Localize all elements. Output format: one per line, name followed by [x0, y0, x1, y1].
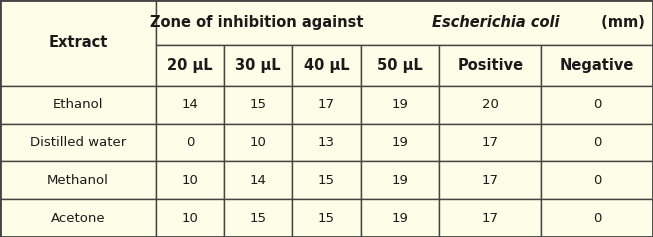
Text: 0: 0	[593, 98, 601, 111]
Text: 17: 17	[482, 174, 499, 187]
Bar	[155, 45, 224, 86]
Bar	[224, 199, 293, 237]
Bar	[541, 124, 653, 161]
Bar	[224, 86, 293, 124]
Bar	[293, 86, 360, 124]
Text: 13: 13	[318, 136, 335, 149]
Bar	[224, 124, 293, 161]
Text: 0: 0	[593, 174, 601, 187]
Text: 50 μL: 50 μL	[377, 58, 422, 73]
Bar	[155, 0, 653, 45]
Text: Extract: Extract	[48, 36, 108, 50]
Bar	[155, 86, 224, 124]
Bar	[224, 45, 293, 86]
Bar	[541, 199, 653, 237]
Text: Positive: Positive	[457, 58, 523, 73]
Text: 15: 15	[249, 98, 266, 111]
Bar	[360, 161, 439, 199]
Text: Distilled water: Distilled water	[30, 136, 126, 149]
Text: 15: 15	[318, 174, 335, 187]
Bar	[155, 161, 224, 199]
Text: 19: 19	[391, 136, 408, 149]
Text: Escherichia coli: Escherichia coli	[432, 15, 559, 30]
Text: 10: 10	[182, 212, 199, 225]
Text: 19: 19	[391, 174, 408, 187]
Text: 19: 19	[391, 212, 408, 225]
Bar	[224, 161, 293, 199]
Text: 10: 10	[249, 136, 266, 149]
Bar	[0, 161, 155, 199]
Text: Zone of inhibition against: Zone of inhibition against	[150, 15, 368, 30]
Text: 17: 17	[318, 98, 335, 111]
Bar	[360, 199, 439, 237]
Bar	[0, 86, 155, 124]
Bar	[0, 0, 155, 86]
Bar	[439, 161, 541, 199]
Text: 20 μL: 20 μL	[167, 58, 213, 73]
Text: 15: 15	[318, 212, 335, 225]
Bar	[155, 124, 224, 161]
Bar	[293, 45, 360, 86]
Text: 15: 15	[249, 212, 266, 225]
Bar	[293, 199, 360, 237]
Text: 20: 20	[482, 98, 499, 111]
Bar	[360, 124, 439, 161]
Bar	[0, 199, 155, 237]
Bar	[541, 45, 653, 86]
Text: Negative: Negative	[560, 58, 635, 73]
Text: 40 μL: 40 μL	[304, 58, 349, 73]
Bar	[439, 124, 541, 161]
Bar	[439, 45, 541, 86]
Text: 17: 17	[482, 212, 499, 225]
Text: (mm): (mm)	[596, 15, 645, 30]
Bar	[360, 86, 439, 124]
Text: 14: 14	[249, 174, 266, 187]
Bar	[439, 199, 541, 237]
Text: 0: 0	[185, 136, 194, 149]
Bar	[0, 124, 155, 161]
Text: 0: 0	[593, 136, 601, 149]
Text: 30 μL: 30 μL	[235, 58, 281, 73]
Text: 14: 14	[182, 98, 199, 111]
Text: 10: 10	[182, 174, 199, 187]
Bar	[439, 86, 541, 124]
Bar	[293, 124, 360, 161]
Text: Ethanol: Ethanol	[53, 98, 103, 111]
Bar	[155, 199, 224, 237]
Text: Methanol: Methanol	[47, 174, 109, 187]
Text: 0: 0	[593, 212, 601, 225]
Text: 17: 17	[482, 136, 499, 149]
Text: Acetone: Acetone	[50, 212, 105, 225]
Text: 19: 19	[391, 98, 408, 111]
Bar	[541, 161, 653, 199]
Bar	[293, 161, 360, 199]
Bar	[541, 86, 653, 124]
Bar	[360, 45, 439, 86]
